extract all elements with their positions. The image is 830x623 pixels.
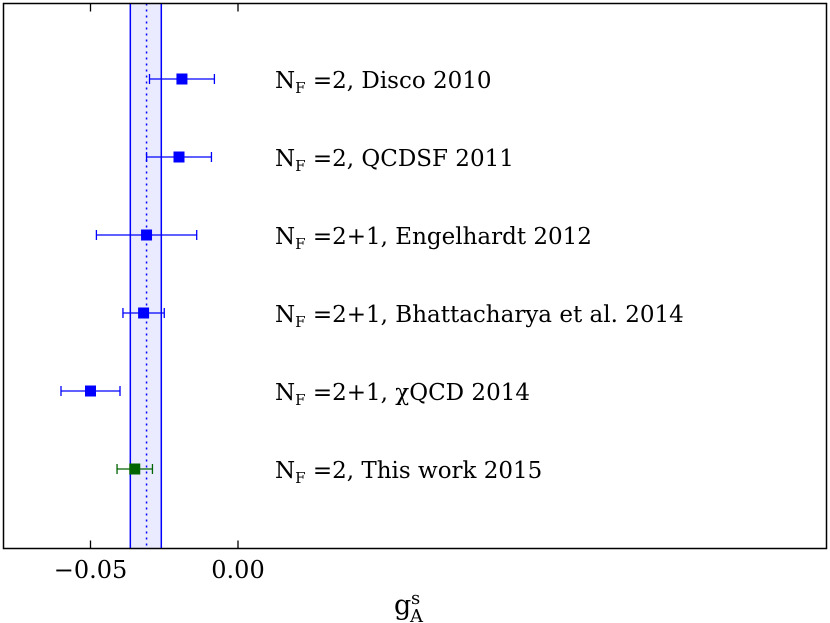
plot-area [3,3,827,549]
data-point-group [116,463,154,475]
data-point-marker [138,307,150,319]
series-label-prefix: N [275,146,295,172]
series-label-sub: F [295,157,305,175]
data-point-marker [173,151,185,163]
data-point-group [122,307,165,319]
series-label: NF =2+1, Bhattacharya et al. 2014 [275,302,684,331]
series-label-prefix: N [275,224,295,250]
series-label-text: =2, QCDSF 2011 [306,146,514,172]
series-label-prefix: N [275,380,295,406]
data-point-group [60,385,121,397]
data-point-marker [176,73,188,85]
confidence-band [129,3,163,549]
data-point-group [148,73,216,85]
data-point-marker [85,385,96,397]
series-label: NF =2, This work 2015 [275,458,542,487]
x-tick-label: 0.00 [211,556,264,584]
series-label-text: =2+1, Bhattacharya et al. 2014 [306,302,684,328]
series-label: NF =2, QCDSF 2011 [275,146,514,175]
series-label-sub: F [295,391,305,409]
x-tick-label: −0.05 [54,556,128,584]
data-points [60,73,216,475]
series-label: NF =2, Disco 2010 [275,68,492,97]
series-label: NF =2+1, χQCD 2014 [275,380,530,409]
series-label-sub: F [295,235,305,253]
data-point-marker [129,463,141,475]
x-axis-title: g s A [394,588,424,623]
series-label: NF =2+1, Engelhardt 2012 [275,224,592,253]
series-label-text: =2+1, Engelhardt 2012 [306,224,592,250]
series-label-prefix: N [275,458,295,484]
plot-frame [2,2,828,550]
data-point-group [95,229,198,241]
series-label-prefix: N [275,302,295,328]
series-label-prefix: N [275,68,295,94]
x-axis-title-base: g [394,590,411,621]
x-axis-title-sub: A [409,606,424,623]
series-label-sub: F [295,313,305,331]
x-axis-title-sup: s [411,588,420,609]
series-label-text: =2+1, χQCD 2014 [306,380,530,406]
series-label-sub: F [295,79,305,97]
series-label-sub: F [295,469,305,487]
series-label-text: =2, Disco 2010 [306,68,492,94]
series-label-text: =2, This work 2015 [306,458,543,484]
x-axis-ticks: −0.05 0.00 [54,3,265,584]
data-point-marker [141,229,153,241]
data-point-group [145,151,213,163]
